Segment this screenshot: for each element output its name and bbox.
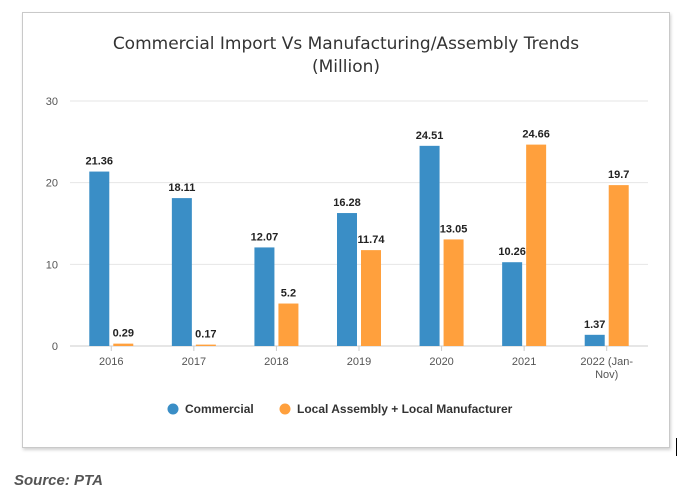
chart-title: Commercial Import Vs Manufacturing/Assem… bbox=[113, 34, 579, 54]
bar-commercial-0 bbox=[89, 171, 110, 346]
data-label: 13.05 bbox=[440, 223, 468, 235]
y-tick-label: 30 bbox=[46, 96, 58, 108]
bar-local-6 bbox=[608, 185, 629, 346]
bar-local-0 bbox=[113, 343, 134, 346]
data-label: 18.11 bbox=[168, 182, 195, 194]
y-tick-label: 10 bbox=[46, 259, 58, 271]
chart-subtitle: (Million) bbox=[312, 57, 380, 77]
source-note: Source: PTA bbox=[14, 472, 103, 489]
legend-marker bbox=[167, 403, 179, 415]
data-label: 0.29 bbox=[113, 328, 134, 340]
bar-local-1 bbox=[195, 344, 216, 346]
data-label: 11.74 bbox=[358, 234, 386, 246]
data-label: 21.36 bbox=[86, 156, 114, 168]
x-tick-label: 2018 bbox=[264, 356, 288, 368]
x-tick-label: 2020 bbox=[429, 356, 453, 368]
bar-commercial-3 bbox=[337, 213, 357, 346]
y-tick-label: 20 bbox=[46, 178, 58, 190]
data-label: 24.66 bbox=[522, 129, 550, 141]
data-label: 19.7 bbox=[608, 169, 629, 181]
legend-label: Commercial bbox=[185, 402, 254, 416]
data-label: 24.51 bbox=[416, 130, 444, 142]
x-tick-label: 2021 bbox=[512, 356, 536, 368]
bar-commercial-6 bbox=[584, 334, 605, 346]
data-label: 1.37 bbox=[584, 319, 605, 331]
bar-local-4 bbox=[443, 239, 464, 346]
bar-commercial-1 bbox=[171, 198, 192, 346]
x-tick-label: 2022 (Jan-Nov) bbox=[580, 356, 633, 381]
legend-marker bbox=[279, 403, 291, 415]
x-tick-label: 2016 bbox=[99, 356, 123, 368]
legend-label: Local Assembly + Local Manufacturer bbox=[297, 402, 513, 416]
y-tick-label: 0 bbox=[52, 341, 58, 353]
bar-commercial-2 bbox=[254, 247, 275, 346]
bar-local-3 bbox=[361, 250, 381, 346]
data-label: 5.2 bbox=[281, 288, 296, 300]
text-cursor bbox=[676, 438, 677, 456]
data-label: 16.28 bbox=[333, 197, 361, 209]
data-label: 12.07 bbox=[251, 231, 279, 243]
bar-local-5 bbox=[526, 144, 547, 346]
x-tick-label: 2017 bbox=[182, 356, 206, 368]
data-label: 10.26 bbox=[498, 246, 526, 258]
bar-commercial-4 bbox=[419, 145, 440, 346]
bar-local-2 bbox=[278, 303, 299, 346]
x-tick-label: 2019 bbox=[347, 356, 371, 368]
data-label: 0.17 bbox=[195, 329, 216, 341]
bar-commercial-5 bbox=[502, 262, 523, 346]
